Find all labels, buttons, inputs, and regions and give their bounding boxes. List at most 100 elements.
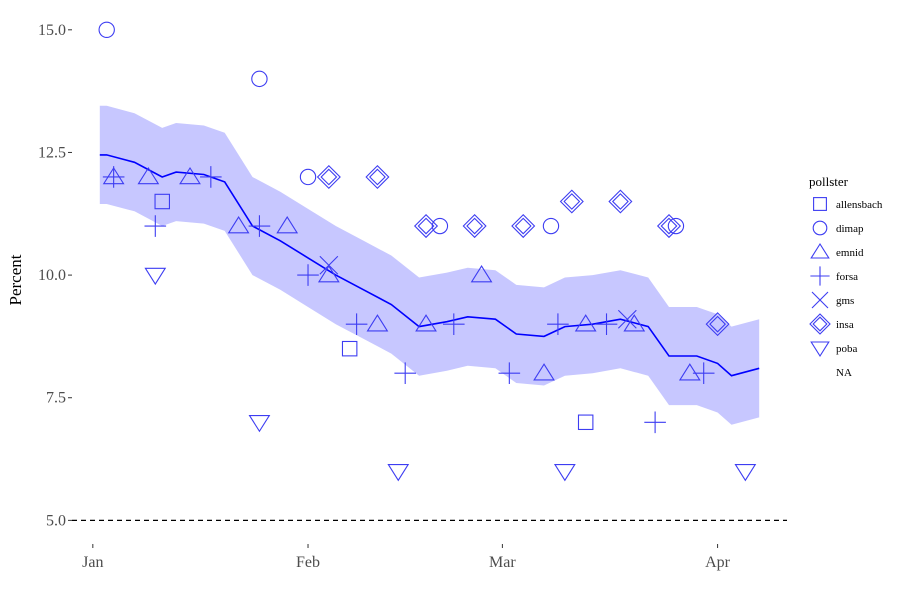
point-emnid bbox=[574, 314, 597, 332]
x-tick-label: Mar bbox=[489, 554, 516, 571]
point-poba bbox=[248, 414, 271, 433]
legend: pollster allensbach dimap emnid forsa gms ins… bbox=[809, 174, 883, 379]
legend-key-gms bbox=[811, 291, 829, 309]
point-insa-outer bbox=[559, 189, 584, 214]
axes: 5.0 7.5 10.0 12.5 15.0 Jan Feb Mar Apr bbox=[38, 22, 731, 571]
point-forsa bbox=[442, 313, 465, 335]
legend-title: pollster bbox=[809, 174, 849, 189]
point-forsa bbox=[394, 362, 417, 385]
point-forsa bbox=[692, 362, 715, 385]
trend-line bbox=[99, 154, 760, 377]
point-poba bbox=[734, 464, 757, 482]
point-dimap bbox=[431, 217, 449, 235]
point-insa-inner bbox=[514, 217, 532, 235]
point-insa-outer bbox=[705, 312, 730, 337]
legend-key-dimap bbox=[812, 220, 828, 236]
point-insa-inner bbox=[563, 193, 581, 210]
point-emnid bbox=[366, 314, 389, 332]
x-tick-label: Feb bbox=[296, 554, 320, 571]
y-tick-label: 5.0 bbox=[46, 512, 66, 529]
point-insa-outer bbox=[511, 214, 536, 239]
point-poba bbox=[553, 464, 576, 482]
legend-key-insa-outer bbox=[809, 313, 831, 335]
point-forsa bbox=[102, 166, 125, 188]
y-tick-label: 15.0 bbox=[38, 22, 66, 39]
point-insa-outer bbox=[414, 214, 439, 239]
legend-label-dimap: dimap bbox=[836, 223, 864, 235]
point-insa-outer bbox=[608, 189, 633, 214]
point-forsa bbox=[144, 215, 167, 237]
point-emnid bbox=[470, 265, 493, 283]
y-tick-label: 10.0 bbox=[38, 267, 66, 284]
x-tick-label: Jan bbox=[82, 554, 103, 571]
point-insa-inner bbox=[709, 315, 727, 333]
point-forsa bbox=[200, 166, 222, 188]
point-emnid bbox=[623, 314, 646, 332]
point-gms bbox=[617, 309, 637, 329]
point-allensbach bbox=[341, 340, 358, 357]
point-dimap bbox=[299, 168, 317, 186]
y-axis-title: Percent bbox=[6, 254, 25, 305]
legend-key-insa-inner bbox=[812, 316, 828, 332]
y-tick-label: 7.5 bbox=[46, 390, 66, 407]
point-forsa bbox=[345, 313, 368, 335]
point-insa bbox=[316, 164, 341, 190]
point-insa bbox=[414, 214, 439, 239]
legend-label-NA: NA bbox=[836, 367, 852, 379]
point-emnid bbox=[317, 265, 340, 283]
point-insa-outer bbox=[462, 214, 487, 239]
legend-key-insa bbox=[809, 313, 831, 335]
point-gms bbox=[319, 255, 339, 275]
point-insa-outer bbox=[316, 164, 341, 190]
point-emnid bbox=[137, 166, 160, 185]
point-allensbach bbox=[577, 414, 594, 431]
confidence-band bbox=[99, 105, 760, 425]
point-emnid bbox=[678, 363, 701, 381]
point-forsa bbox=[644, 411, 666, 434]
point-emnid bbox=[179, 166, 201, 185]
legend-key-poba bbox=[810, 341, 830, 358]
point-forsa bbox=[297, 264, 319, 286]
point-forsa bbox=[547, 313, 569, 335]
point-insa-outer bbox=[656, 214, 682, 239]
point-emnid bbox=[415, 314, 437, 332]
point-emnid bbox=[276, 216, 299, 234]
legend-key-allensbach bbox=[813, 197, 827, 211]
legend-key-emnid bbox=[810, 242, 830, 259]
point-insa-inner bbox=[466, 217, 484, 235]
point-dimap bbox=[542, 217, 560, 235]
legend-label-forsa: forsa bbox=[836, 271, 858, 283]
point-emnid bbox=[227, 216, 250, 234]
point-dimap bbox=[98, 21, 115, 39]
legend-label-allensbach: allensbach bbox=[836, 199, 883, 211]
point-insa bbox=[365, 164, 390, 190]
point-insa bbox=[705, 312, 730, 337]
point-insa bbox=[511, 214, 536, 239]
point-forsa bbox=[498, 362, 521, 385]
legend-label-emnid: emnid bbox=[836, 247, 864, 259]
point-insa bbox=[462, 214, 487, 239]
legend-label-gms: gms bbox=[836, 295, 854, 307]
legend-key-forsa bbox=[810, 266, 830, 286]
point-insa bbox=[559, 189, 584, 214]
data-points bbox=[98, 21, 757, 482]
point-poba bbox=[144, 267, 167, 286]
legend-label-insa: insa bbox=[836, 319, 854, 331]
point-poba bbox=[387, 464, 410, 482]
point-forsa bbox=[595, 313, 618, 335]
point-dimap bbox=[251, 70, 268, 88]
point-emnid bbox=[533, 363, 555, 381]
x-tick-label: Apr bbox=[705, 554, 731, 571]
legend-label-poba: poba bbox=[836, 343, 858, 355]
y-tick-label: 12.5 bbox=[38, 144, 66, 161]
trend-line-group bbox=[99, 154, 760, 377]
point-insa-inner bbox=[417, 217, 435, 235]
point-insa-inner bbox=[611, 193, 629, 210]
point-insa bbox=[608, 189, 633, 214]
confidence-band-area bbox=[99, 105, 760, 425]
point-dimap bbox=[667, 217, 685, 235]
point-allensbach bbox=[154, 193, 170, 210]
point-insa-inner bbox=[660, 217, 678, 235]
point-insa-inner bbox=[320, 168, 338, 186]
